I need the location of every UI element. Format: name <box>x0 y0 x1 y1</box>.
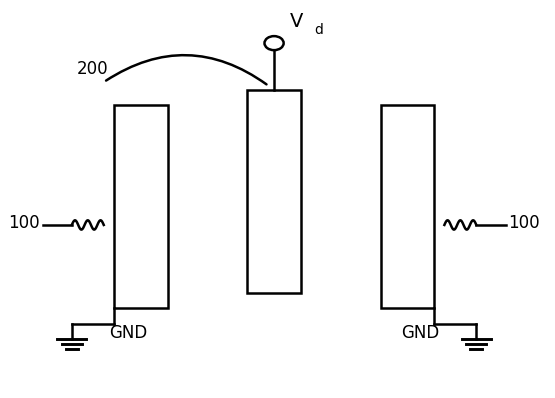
Text: 100: 100 <box>508 214 540 232</box>
Bar <box>381 105 434 308</box>
Text: GND: GND <box>401 324 439 342</box>
Text: GND: GND <box>109 324 147 342</box>
Circle shape <box>265 36 284 50</box>
Bar <box>114 105 168 308</box>
Text: 100: 100 <box>8 214 40 232</box>
Text: d: d <box>314 23 323 37</box>
Bar <box>248 90 301 293</box>
Text: V: V <box>290 12 304 31</box>
Text: 200: 200 <box>77 60 109 78</box>
